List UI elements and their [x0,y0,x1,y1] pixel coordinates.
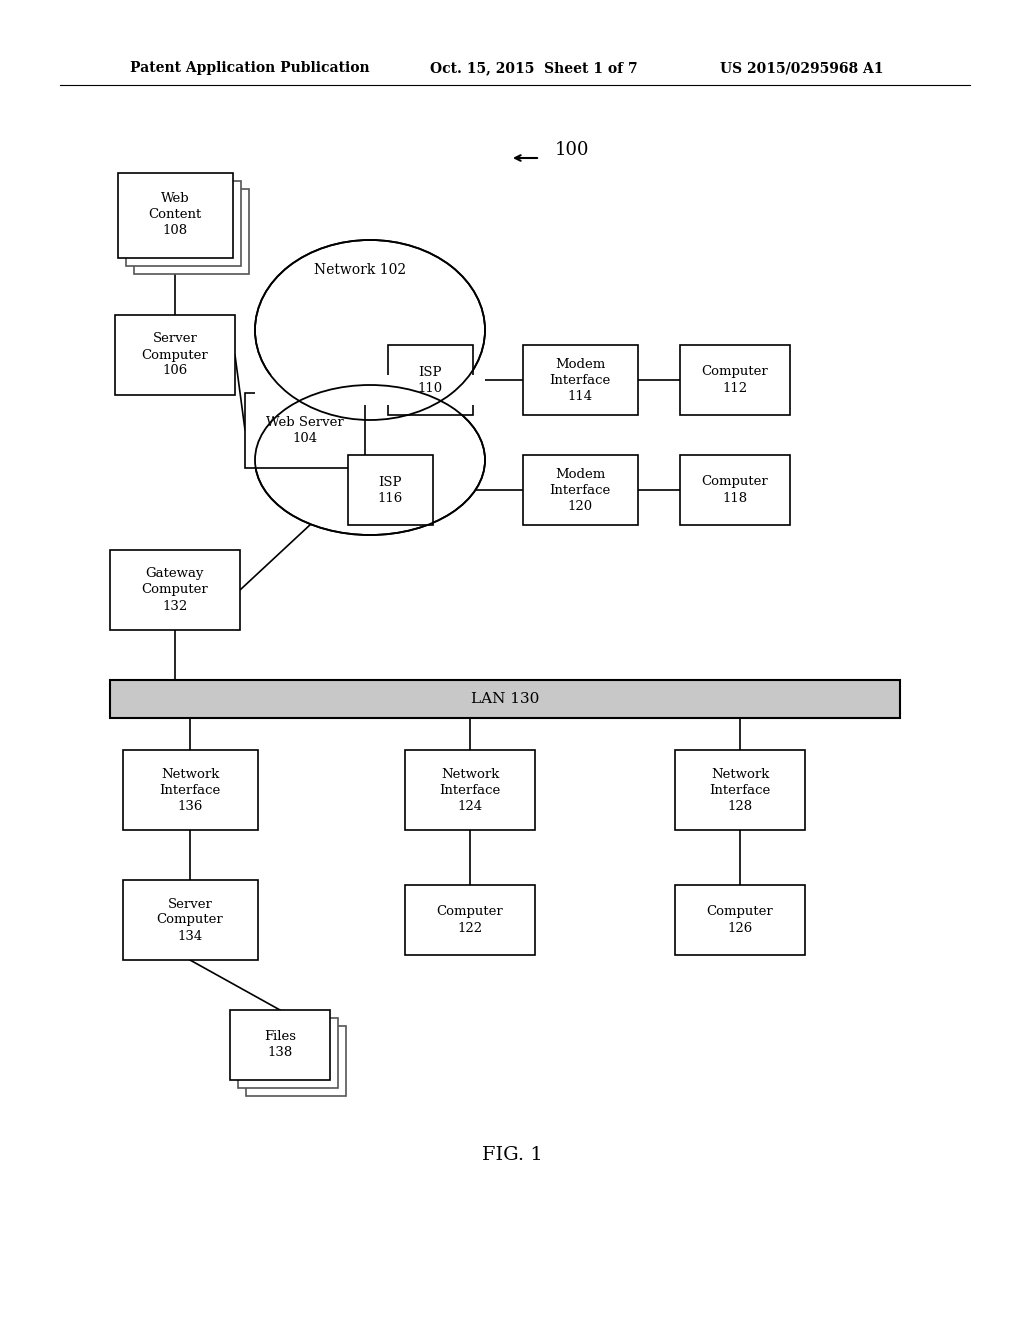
Bar [123,880,257,960]
Bar [522,455,638,525]
Text: Server
Computer
106: Server Computer 106 [141,333,208,378]
Bar [347,455,432,525]
Text: US 2015/0295968 A1: US 2015/0295968 A1 [720,61,884,75]
Bar [230,1010,330,1080]
Bar [675,750,805,830]
Text: Patent Application Publication: Patent Application Publication [130,61,370,75]
Ellipse shape [255,385,485,535]
Bar [522,345,638,414]
Bar [255,375,485,405]
Bar [110,680,900,718]
Bar [245,392,365,467]
Text: FIG. 1: FIG. 1 [481,1146,543,1164]
Text: Files
138: Files 138 [264,1031,296,1060]
Text: Computer
112: Computer 112 [701,366,768,395]
Text: ISP
110: ISP 110 [418,366,442,395]
Text: Server
Computer
134: Server Computer 134 [157,898,223,942]
Bar [680,345,790,414]
Text: Network
Interface
124: Network Interface 124 [439,767,501,813]
Text: Oct. 15, 2015  Sheet 1 of 7: Oct. 15, 2015 Sheet 1 of 7 [430,61,638,75]
Bar [238,1018,338,1088]
Bar [133,189,249,273]
Text: Network
Interface
136: Network Interface 136 [160,767,220,813]
Text: Network
Interface
128: Network Interface 128 [710,767,771,813]
Bar [118,173,232,257]
Bar [680,455,790,525]
Text: Network 102: Network 102 [314,263,407,277]
Text: Computer
118: Computer 118 [701,475,768,504]
Text: Web
Content
108: Web Content 108 [148,193,202,238]
Bar [126,181,241,265]
Text: Gateway
Computer
132: Gateway Computer 132 [141,568,208,612]
Bar [387,345,472,414]
Text: Computer
122: Computer 122 [436,906,504,935]
Bar [110,550,240,630]
Bar [123,750,257,830]
Bar [406,884,535,954]
Ellipse shape [255,240,485,420]
Text: Web Server
104: Web Server 104 [266,416,344,445]
Bar [675,884,805,954]
Text: LAN 130: LAN 130 [471,692,540,706]
Text: Computer
126: Computer 126 [707,906,773,935]
Text: 100: 100 [555,141,590,158]
Bar [115,315,234,395]
Bar [406,750,535,830]
Text: ISP
116: ISP 116 [378,475,402,504]
Text: Modem
Interface
120: Modem Interface 120 [549,467,610,512]
Bar [246,1026,346,1096]
Text: Modem
Interface
114: Modem Interface 114 [549,358,610,403]
